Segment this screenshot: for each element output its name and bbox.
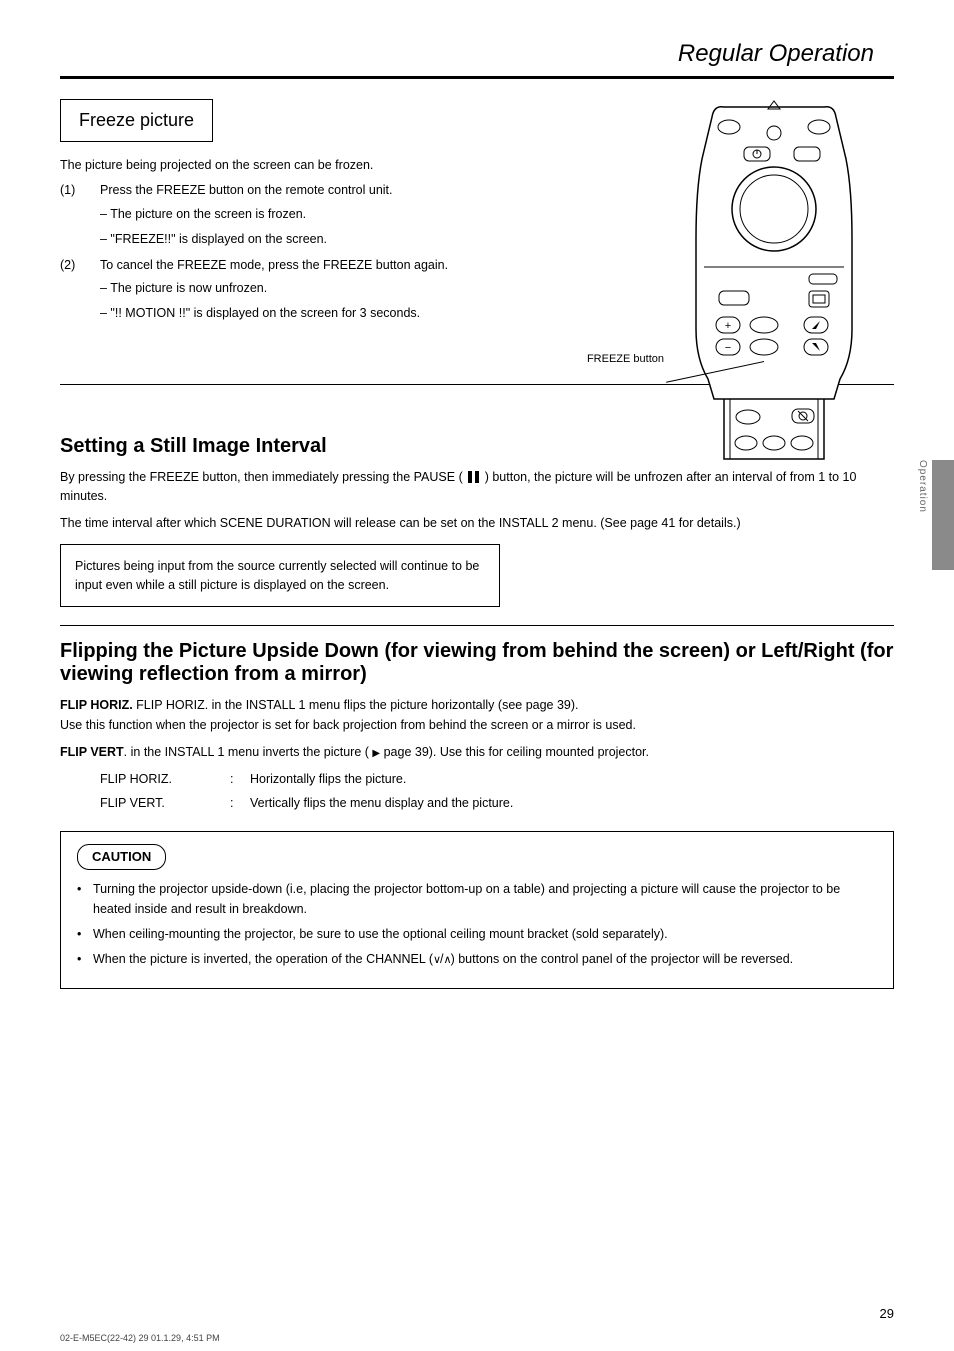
caution-box: CAUTION • Turning the projector upside-d… xyxy=(60,831,894,989)
def-horiz-colon: : xyxy=(230,770,250,789)
footer-file-info: 02-E-M5EC(22-42) 29 01.1.29, 4:51 PM xyxy=(60,1333,220,1343)
play-icon: ▶ xyxy=(372,748,380,759)
section-freeze: Freeze picture The picture being project… xyxy=(60,99,894,324)
caution-1-text: Turning the projector upside-down (i.e, … xyxy=(93,880,877,919)
still-image-p2: The time interval after which SCENE DURA… xyxy=(60,514,894,533)
step-1b-text: – "FREEZE!!" is displayed on the screen. xyxy=(100,232,327,246)
page-title: Regular Operation xyxy=(60,40,874,68)
step-2: (2) To cancel the FREEZE mode, press the… xyxy=(60,256,600,275)
step-1a: – The picture on the screen is frozen. xyxy=(60,205,600,224)
remote-diagram: + − FREEZE button xyxy=(664,99,884,479)
flip-definitions: FLIP HORIZ. : Horizontally flips the pic… xyxy=(100,770,894,813)
step-1b: – "FREEZE!!" is displayed on the screen. xyxy=(60,230,600,249)
chevron-down-icon: ∨ xyxy=(433,954,440,966)
freeze-intro: The picture being projected on the scree… xyxy=(60,156,600,175)
flip-horiz-label: FLIP HORIZ. xyxy=(60,698,133,712)
caution-list: • Turning the projector upside-down (i.e… xyxy=(77,880,877,970)
side-tab xyxy=(932,460,954,570)
step-2-num: (2) xyxy=(60,256,100,275)
step-2b-text: – "!! MOTION !!" is displayed on the scr… xyxy=(100,306,420,320)
def-horiz: FLIP HORIZ. : Horizontally flips the pic… xyxy=(100,770,894,789)
bullet-icon: • xyxy=(77,950,93,969)
flip-p2: FLIP VERT. in the INSTALL 1 menu inverts… xyxy=(60,743,894,762)
caution-item-2: • When ceiling-mounting the projector, b… xyxy=(77,925,877,944)
bullet-icon: • xyxy=(77,880,93,919)
caution-3-text: When the picture is inverted, the operat… xyxy=(93,950,877,969)
flip-p1b: Use this function when the projector is … xyxy=(60,718,636,732)
bullet-icon: • xyxy=(77,925,93,944)
caution-3a: When the picture is inverted, the operat… xyxy=(93,952,433,966)
freeze-heading: Freeze picture xyxy=(60,99,213,142)
pause-icon xyxy=(468,468,479,487)
def-vert-val: Vertically flips the menu display and th… xyxy=(250,794,894,813)
def-horiz-val: Horizontally flips the picture. xyxy=(250,770,894,789)
caution-label: CAUTION xyxy=(77,844,166,870)
caution-2-text: When ceiling-mounting the projector, be … xyxy=(93,925,877,944)
step-2a: – The picture is now unfrozen. xyxy=(60,279,600,298)
flip-title: Flipping the Picture Upside Down (for vi… xyxy=(60,640,894,686)
step-1: (1) Press the FREEZE button on the remot… xyxy=(60,181,600,200)
svg-text:+: + xyxy=(725,320,731,332)
step-2a-text: – The picture is now unfrozen. xyxy=(100,281,267,295)
step-1a-text: – The picture on the screen is frozen. xyxy=(100,207,306,221)
still-image-p1a: By pressing the FREEZE button, then imme… xyxy=(60,470,463,484)
page-number: 29 xyxy=(880,1306,894,1321)
def-horiz-key: FLIP HORIZ. xyxy=(100,770,230,789)
flip-vert-label-inline: FLIP VERT xyxy=(60,745,124,759)
svg-text:−: − xyxy=(725,342,731,354)
flip-p2c: page 39). Use this for ceiling mounted p… xyxy=(380,745,649,759)
title-rule xyxy=(60,76,894,79)
caution-item-3: • When the picture is inverted, the oper… xyxy=(77,950,877,969)
step-1-num: (1) xyxy=(60,181,100,200)
still-image-note-box: Pictures being input from the source cur… xyxy=(60,544,500,608)
remote-svg: + − xyxy=(664,99,884,479)
caution-3c: ) buttons on the control panel of the pr… xyxy=(451,952,794,966)
caution-item-1: • Turning the projector upside-down (i.e… xyxy=(77,880,877,919)
def-vert-key: FLIP VERT. xyxy=(100,794,230,813)
chevron-up-icon: ∧ xyxy=(444,954,451,966)
freeze-text: The picture being projected on the scree… xyxy=(60,156,600,324)
flip-p1a: FLIP HORIZ. in the INSTALL 1 menu flips … xyxy=(136,698,578,712)
step-2b: – "!! MOTION !!" is displayed on the scr… xyxy=(60,304,600,323)
flip-p1: FLIP HORIZ. FLIP HORIZ. in the INSTALL 1… xyxy=(60,696,894,735)
freeze-button-label: FREEZE button xyxy=(587,353,664,365)
step-1-text: Press the FREEZE button on the remote co… xyxy=(100,181,600,200)
def-vert: FLIP VERT. : Vertically flips the menu d… xyxy=(100,794,894,813)
step-2-text: To cancel the FREEZE mode, press the FRE… xyxy=(100,256,600,275)
side-tab-label: Operation xyxy=(912,460,928,513)
divider-2 xyxy=(60,625,894,626)
flip-p2b: . in the INSTALL 1 menu inverts the pict… xyxy=(124,745,373,759)
def-vert-colon: : xyxy=(230,794,250,813)
